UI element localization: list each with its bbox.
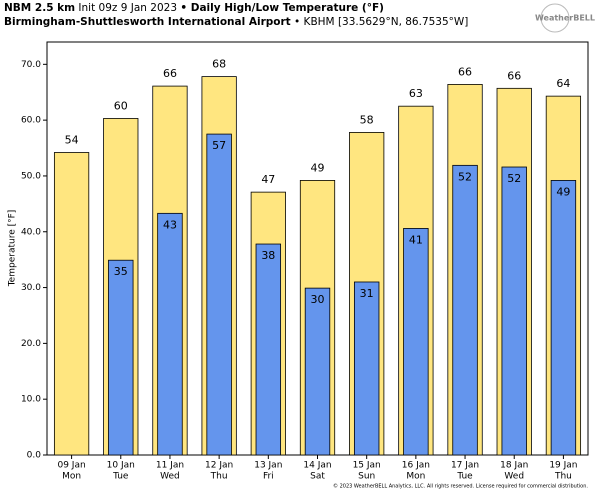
y-tick-label: 50.0 (21, 171, 41, 181)
model: NBM 2.5 km (4, 2, 75, 14)
y-tick-label: 10.0 (21, 395, 41, 405)
low-bar (157, 212, 183, 456)
low-label: 38 (261, 249, 275, 262)
low-bar (255, 243, 282, 456)
y-axis-label: Temperature [°F] (8, 210, 18, 288)
low-bar (550, 180, 577, 456)
x-tick-label: 18 Jan (500, 461, 528, 471)
x-tick-weekday: Wed (160, 472, 180, 482)
footer: © 2023 WeatherBELL Analytics, LLC. All r… (333, 483, 588, 490)
x-tick-weekday: Thu (554, 472, 572, 482)
x-tick-label: 10 Jan (107, 461, 135, 471)
y-tick-label: 0.0 (27, 451, 42, 461)
y-tick-label: 20.0 (21, 339, 41, 349)
low-bar (108, 259, 134, 456)
high-bar (53, 152, 90, 456)
title-line-2: Birmingham-Shuttlesworth International A… (4, 16, 468, 28)
logo: WeatherBELL (535, 14, 595, 23)
x-tick-weekday: Tue (456, 472, 473, 482)
x-tick-label: 16 Jan (402, 461, 430, 471)
high-label: 66 (458, 65, 472, 78)
low-bar (353, 281, 380, 456)
x-tick-label: 15 Jan (353, 461, 381, 471)
x-tick-weekday: Tue (112, 472, 129, 482)
station: Birmingham-Shuttlesworth International A… (4, 16, 291, 28)
high-label: 60 (114, 99, 128, 112)
low-label: 41 (409, 233, 423, 246)
y-tick-label: 40.0 (21, 227, 41, 237)
low-label: 31 (360, 287, 374, 300)
x-tick-label: 19 Jan (549, 461, 577, 471)
station-info: • KBHM [33.5629°N, 86.7535°W] (294, 16, 468, 28)
low-bar (206, 133, 232, 456)
x-tick-label: 09 Jan (57, 461, 85, 471)
high-label: 54 (65, 134, 79, 147)
logo-circle (540, 3, 570, 33)
low-label: 43 (163, 218, 177, 231)
x-tick-weekday: Fri (263, 472, 274, 482)
high-label: 63 (409, 87, 423, 100)
x-tick-weekday: Thu (210, 472, 228, 482)
x-tick-weekday: Sun (358, 472, 375, 482)
high-label: 68 (212, 58, 226, 71)
high-label: 58 (360, 113, 374, 126)
low-bar (501, 166, 527, 456)
init: Init 09z 9 Jan 2023 (78, 2, 177, 14)
y-tick-label: 30.0 (21, 283, 41, 293)
low-bar (403, 228, 429, 456)
y-tick-label: 60.0 (21, 116, 41, 126)
x-tick-label: 11 Jan (156, 461, 184, 471)
x-tick-label: 12 Jan (205, 461, 233, 471)
high-label: 66 (163, 67, 177, 80)
low-label: 49 (556, 185, 570, 198)
high-label: 66 (507, 69, 521, 82)
low-bar (452, 164, 478, 456)
low-label: 52 (507, 172, 521, 185)
y-tick-label: 70.0 (21, 60, 41, 70)
x-tick-label: 14 Jan (303, 461, 331, 471)
title-line-1: NBM 2.5 km Init 09z 9 Jan 2023 • Daily H… (4, 2, 384, 14)
x-tick-weekday: Wed (504, 472, 524, 482)
low-bar (304, 287, 331, 456)
high-label: 47 (261, 173, 275, 186)
low-label: 57 (212, 139, 226, 152)
high-label: 49 (311, 161, 325, 174)
x-tick-label: 17 Jan (451, 461, 479, 471)
x-tick-weekday: Sat (310, 472, 325, 482)
low-label: 30 (311, 293, 325, 306)
x-tick-label: 13 Jan (254, 461, 282, 471)
x-tick-weekday: Mon (62, 472, 81, 482)
product: • Daily High/Low Temperature (°F) (180, 2, 384, 14)
high-label: 64 (556, 77, 570, 90)
x-tick-weekday: Mon (406, 472, 425, 482)
low-label: 52 (458, 170, 472, 183)
low-label: 35 (114, 265, 128, 278)
